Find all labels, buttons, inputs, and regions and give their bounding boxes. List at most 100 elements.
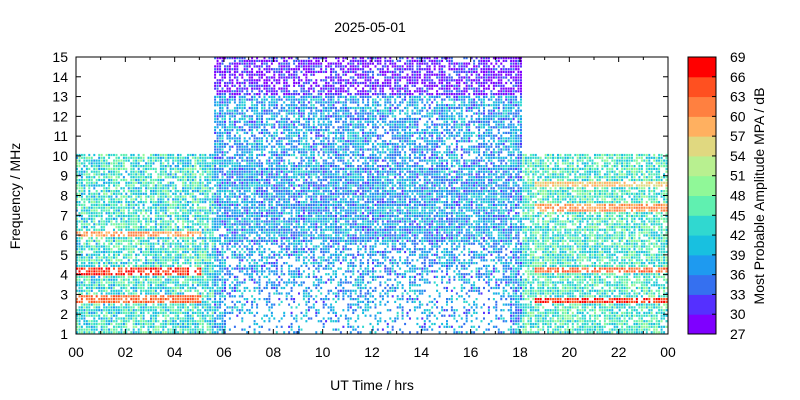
heatmap-cell [211,253,214,256]
heatmap-cell [152,320,155,323]
heatmap-cell [145,275,148,279]
heatmap-cell [214,250,217,254]
heatmap-cell [206,176,209,179]
heatmap-cell [187,228,189,231]
heatmap-cell [78,237,81,240]
heatmap-cell [206,217,209,220]
heatmap-cell [221,151,224,154]
heatmap-cell [90,176,93,179]
heatmap-cell [270,156,273,159]
heatmap-cell [177,248,180,251]
heatmap-cell [280,109,283,112]
heatmap-cell [117,309,120,312]
heatmap-cell [219,201,222,204]
heatmap-cell [184,284,187,287]
heatmap-cell [127,228,130,231]
heatmap-cell [273,190,276,193]
heatmap-cell [98,309,101,312]
heatmap-cell [132,284,135,287]
heatmap-cell [201,162,204,165]
heatmap-cell [182,317,185,320]
heatmap-cell [216,115,219,118]
heatmap-cell [248,220,251,223]
heatmap-cell [150,242,152,245]
heatmap-cell [110,331,113,334]
heatmap-cell [253,206,256,209]
heatmap-cell [164,165,167,168]
heatmap-cell [251,104,254,107]
heatmap-cell [233,228,236,231]
heatmap-cell [76,320,78,323]
heatmap-cell [90,220,93,223]
heatmap-cell [228,167,231,171]
heatmap-cell [214,245,217,248]
heatmap-cell [221,322,224,326]
heatmap-cell [174,300,177,304]
heatmap-cell [83,223,86,226]
heatmap-cell [216,162,219,165]
heatmap-cell [278,165,281,168]
heatmap-cell [98,176,101,179]
heatmap-cell [130,273,133,276]
heatmap-cell [236,178,239,182]
heatmap-cell [221,162,224,165]
heatmap-cell [236,190,239,193]
heatmap-cell [100,328,103,331]
heatmap-cell [130,206,133,209]
heatmap-cell [98,253,101,256]
heatmap-cell [191,206,194,209]
heatmap-cell [100,159,103,162]
heatmap-cell [226,242,229,245]
heatmap-cell [152,262,155,265]
heatmap-cell [105,209,108,212]
heatmap-cell [113,165,115,168]
heatmap-cell [219,137,222,140]
heatmap-cell [103,228,106,231]
heatmap-cell [221,284,224,287]
heatmap-cell [137,322,140,326]
heatmap-cell [211,311,214,315]
heatmap-cell [184,162,187,165]
heatmap-cell [159,231,162,234]
heatmap-cell [122,167,125,171]
heatmap-cell [199,303,202,306]
heatmap-cell [243,106,246,110]
heatmap-cell [100,295,103,298]
heatmap-cell [275,220,278,223]
heatmap-cell [194,253,197,256]
heatmap-cell [224,273,226,276]
heatmap-cell [270,140,273,143]
heatmap-cell [174,295,177,298]
heatmap-cell [103,242,106,245]
heatmap-cell [115,181,118,184]
heatmap-cell [246,245,249,248]
heatmap-cell [150,317,152,320]
heatmap-cell [241,223,244,226]
heatmap-cell [231,239,234,243]
heatmap-cell [214,145,217,148]
heatmap-cell [125,325,128,328]
heatmap-cell [251,134,254,137]
heatmap-cell [150,281,152,284]
heatmap-cell [275,239,278,243]
heatmap-cell [246,79,249,82]
heatmap-cell [80,284,83,287]
heatmap-cell [177,311,180,315]
heatmap-cell [191,153,194,157]
heatmap-cell [105,292,108,295]
heatmap-cell [219,206,222,209]
heatmap-cell [103,198,106,201]
heatmap-cell [103,223,106,226]
heatmap-cell [261,145,263,148]
heatmap-cell [100,270,103,273]
heatmap-cell [113,320,115,323]
heatmap-cell [125,248,128,251]
heatmap-cell [152,201,155,204]
heatmap-cell [216,178,219,182]
heatmap-cell [145,259,148,262]
heatmap-cell [214,167,217,171]
heatmap-cell [241,129,244,132]
heatmap-cell [206,242,209,245]
heatmap-cell [182,178,185,182]
heatmap-cell [233,59,236,63]
